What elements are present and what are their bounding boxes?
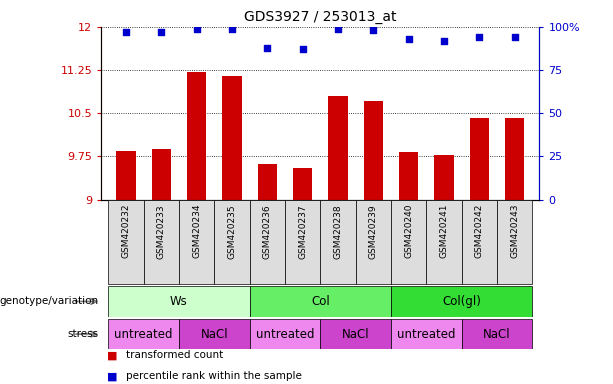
- Text: Ws: Ws: [170, 295, 188, 308]
- Bar: [391, 286, 532, 317]
- Text: untreated: untreated: [114, 328, 173, 341]
- Text: GSM420239: GSM420239: [369, 204, 378, 258]
- Bar: [215, 200, 249, 284]
- Text: GSM420232: GSM420232: [121, 204, 131, 258]
- Text: GSM420236: GSM420236: [263, 204, 272, 258]
- Text: GSM420240: GSM420240: [404, 204, 413, 258]
- Point: [192, 25, 202, 31]
- Point: [404, 36, 414, 42]
- Bar: [391, 200, 426, 284]
- Text: genotype/variation: genotype/variation: [0, 296, 98, 306]
- Bar: [462, 319, 532, 349]
- Text: NaCl: NaCl: [200, 328, 228, 341]
- Bar: [434, 155, 454, 200]
- Bar: [426, 200, 462, 284]
- Text: Col(gl): Col(gl): [442, 295, 481, 308]
- Bar: [109, 319, 179, 349]
- Bar: [462, 200, 497, 284]
- Point: [227, 25, 237, 31]
- Bar: [249, 200, 285, 284]
- Text: stress: stress: [67, 329, 98, 339]
- Text: NaCl: NaCl: [342, 328, 370, 341]
- Bar: [356, 200, 391, 284]
- Text: GSM420241: GSM420241: [440, 204, 449, 258]
- Text: NaCl: NaCl: [483, 328, 511, 341]
- Bar: [109, 286, 249, 317]
- Point: [368, 27, 378, 33]
- Text: GSM420234: GSM420234: [192, 204, 201, 258]
- Bar: [321, 200, 356, 284]
- Bar: [179, 200, 215, 284]
- Bar: [505, 118, 524, 200]
- Bar: [328, 96, 348, 200]
- Bar: [151, 149, 171, 200]
- Point: [156, 29, 166, 35]
- Text: GSM420242: GSM420242: [475, 204, 484, 258]
- Bar: [249, 286, 391, 317]
- Bar: [179, 319, 249, 349]
- Bar: [143, 200, 179, 284]
- Title: GDS3927 / 253013_at: GDS3927 / 253013_at: [244, 10, 397, 25]
- Bar: [116, 151, 135, 200]
- Bar: [399, 152, 419, 200]
- Point: [510, 34, 520, 40]
- Point: [121, 29, 131, 35]
- Point: [262, 45, 272, 51]
- Bar: [391, 319, 462, 349]
- Bar: [364, 101, 383, 200]
- Text: ■: ■: [107, 350, 118, 360]
- Bar: [109, 200, 143, 284]
- Bar: [222, 76, 242, 200]
- Bar: [497, 200, 532, 284]
- Text: transformed count: transformed count: [126, 350, 223, 360]
- Point: [333, 25, 343, 31]
- Bar: [321, 319, 391, 349]
- Bar: [187, 72, 207, 200]
- Bar: [470, 118, 489, 200]
- Text: GSM420243: GSM420243: [510, 204, 519, 258]
- Bar: [293, 168, 313, 200]
- Text: percentile rank within the sample: percentile rank within the sample: [126, 371, 302, 381]
- Text: Col: Col: [311, 295, 330, 308]
- Text: untreated: untreated: [256, 328, 314, 341]
- Bar: [285, 200, 321, 284]
- Text: ■: ■: [107, 371, 118, 381]
- Point: [474, 34, 484, 40]
- Text: GSM420238: GSM420238: [333, 204, 343, 258]
- Text: GSM420233: GSM420233: [157, 204, 166, 258]
- Text: GSM420237: GSM420237: [298, 204, 307, 258]
- Text: GSM420235: GSM420235: [227, 204, 237, 258]
- Bar: [257, 164, 277, 200]
- Point: [298, 46, 308, 53]
- Text: untreated: untreated: [397, 328, 455, 341]
- Bar: [249, 319, 321, 349]
- Point: [439, 38, 449, 44]
